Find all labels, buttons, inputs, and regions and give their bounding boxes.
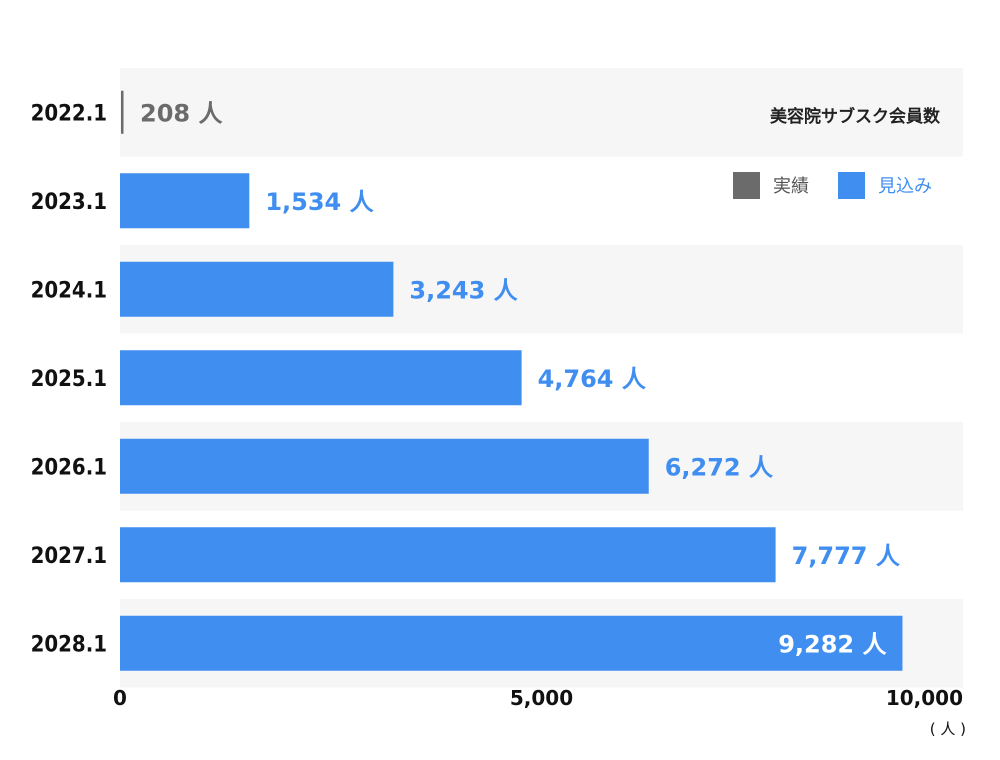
x-tick-label: 0 [113, 686, 127, 710]
category-label: 2024.1 [31, 278, 107, 303]
value-label: 6,272 人 [665, 453, 773, 481]
legend-label: 見込み [878, 176, 932, 197]
category-label: 2027.1 [31, 544, 107, 569]
value-label: 3,243 人 [409, 276, 517, 304]
category-label: 2025.1 [31, 367, 107, 392]
category-label: 2026.1 [31, 455, 107, 480]
bar-2026.1 [120, 438, 649, 494]
legend-swatch [838, 172, 865, 199]
bar-2025.1 [120, 350, 522, 406]
value-label: 1,534 人 [265, 188, 373, 216]
legend-label: 実績 [773, 176, 809, 197]
value-label: 7,777 人 [792, 542, 900, 570]
bar-2024.1 [120, 261, 394, 317]
bar-2028.1 [120, 615, 903, 671]
x-axis-unit: ( 人 ) [930, 720, 966, 738]
value-label: 9,282 人 [778, 630, 886, 658]
value-labels: 208 人 1,534 人 3,243 人 4,764 人 6,272 人 7,777 人… [140, 99, 900, 658]
bars [120, 90, 903, 671]
x-axis-ticks: 0 5,000 10,000 [113, 686, 963, 710]
bar-2023.1 [120, 173, 250, 229]
category-label: 2028.1 [31, 632, 107, 657]
x-tick-label: 5,000 [510, 686, 573, 710]
category-label: 2023.1 [31, 190, 107, 215]
category-labels: 2022.1 2023.1 2024.1 2025.1 2026.1 2027.1 2028… [31, 101, 107, 657]
row-background [120, 68, 963, 157]
legend: 実績 見込み [733, 172, 932, 199]
x-tick-label: 10,000 [886, 686, 963, 710]
legend-swatch [733, 172, 760, 199]
row-background [120, 156, 963, 245]
bar-2027.1 [120, 527, 776, 583]
chart-title: 美容院サブスク会員数 [770, 106, 941, 127]
value-label: 4,764 人 [538, 365, 646, 393]
value-label: 208 人 [140, 99, 222, 127]
bar-2022.1 [121, 90, 124, 134]
category-label: 2022.1 [31, 101, 107, 126]
